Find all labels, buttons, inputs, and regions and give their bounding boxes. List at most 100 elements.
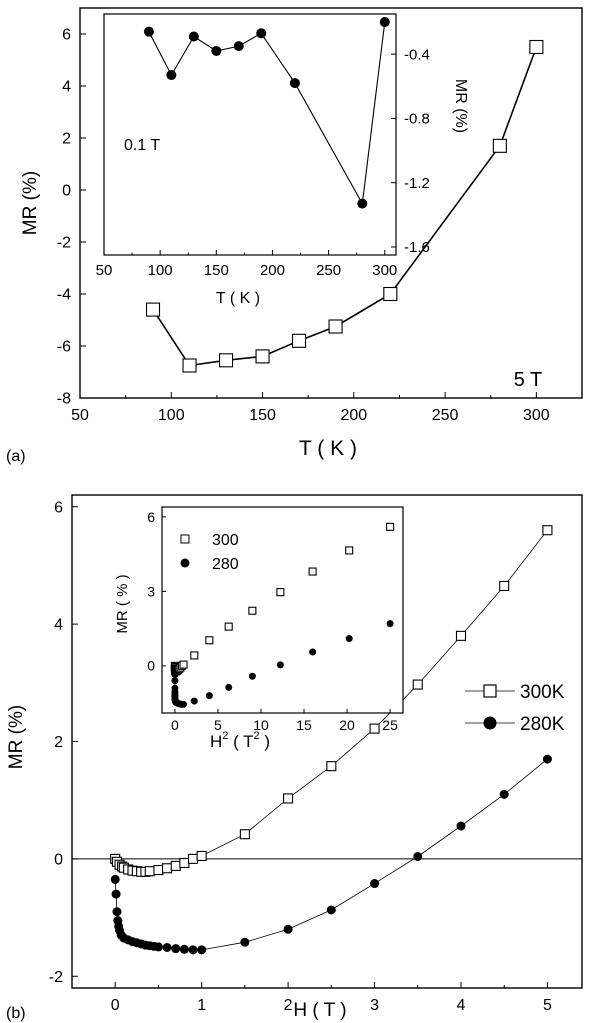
b-series-0-point-22 — [455, 630, 467, 641]
b-series-1-point-19 — [188, 945, 198, 955]
bi-series-0-point-23 — [345, 546, 354, 555]
bi-series-0-point-16 — [179, 660, 188, 669]
bi-ytick-label-2: 6 — [147, 509, 155, 525]
bi-series-1-point-0 — [171, 671, 179, 679]
a-ytick-label-6: 4 — [62, 79, 71, 96]
b-series-0-point-10 — [144, 866, 155, 877]
bi-series-0-point-22 — [308, 567, 317, 576]
bi-series-1-point-28 — [386, 620, 394, 628]
legend-label-280K: 280K — [520, 714, 565, 735]
a-ytick-label-3: -2 — [57, 235, 71, 252]
bi-series-1-point-24 — [248, 672, 256, 680]
panel-a-inset-xlabel: T ( K ) — [216, 290, 260, 307]
b-series-1-point-17 — [171, 944, 181, 954]
b-series-1-line — [114, 758, 548, 951]
a-series-0-point-4 — [292, 333, 307, 348]
b-ytick-label-1: 0 — [54, 851, 63, 868]
panel-a-inset-ylabel: MR (%) — [452, 79, 469, 133]
b-series-0-point-23 — [499, 580, 510, 592]
b-series-1-point-27 — [499, 789, 509, 799]
bi-series-1-point-22 — [205, 692, 213, 700]
bi-series-0-point-24 — [386, 522, 395, 531]
ai-xtick-label-4: 250 — [316, 262, 341, 279]
b-series-0-point-17 — [239, 829, 250, 840]
a-xtick-label-4: 250 — [432, 407, 459, 424]
panel-b-inset-ylabel: MR ( % ) — [114, 574, 131, 633]
b-series-0-point-12 — [162, 863, 173, 874]
a-ytick-label-0: -8 — [57, 391, 71, 408]
b-series-1-point-28 — [542, 754, 552, 764]
b-xtick-label-2: 2 — [284, 997, 293, 1014]
panel-a-inset-frame — [103, 13, 397, 256]
ai-ytick-label-0: -0.4 — [404, 46, 430, 63]
b-series-1-point-25 — [413, 852, 423, 862]
ai-series-0-point-6 — [289, 78, 300, 89]
bi-series-0-point-21 — [276, 588, 285, 597]
panel-a-ylabel: MR (%) — [20, 171, 41, 235]
panel-a-inset-field-label: 0.1 T — [124, 137, 160, 154]
panel-a-marks — [145, 39, 544, 373]
ai-series-0-point-1 — [166, 70, 177, 81]
panel-b: 0 1 2 3 4 5 -2 0 2 4 6 H ( T ) MR (%) (b) 300K 280… — [6, 494, 583, 1022]
panel-a-inset-axes: 50 100 150 200 250 300 -0.4 -0.8 -1.2 -1.6 — [96, 46, 430, 279]
b-series-1-point-21 — [240, 937, 250, 947]
b-ytick-label-0: -2 — [49, 969, 63, 986]
a-series-0-point-6 — [383, 286, 398, 302]
b-ytick-label-4: 6 — [54, 499, 63, 516]
ai-xtick-label-2: 150 — [204, 262, 229, 279]
b-series-1-point-20 — [197, 945, 207, 955]
ai-series-0-point-2 — [188, 31, 199, 42]
ai-series-0-point-8 — [379, 17, 390, 28]
bi-series-1-point-1 — [171, 677, 179, 685]
legend-label-300K: 300K — [520, 682, 565, 703]
a-series-0-point-7 — [492, 138, 507, 153]
panel-b-label: (b) — [6, 1005, 26, 1022]
a-xtick-label-0: 50 — [71, 407, 89, 424]
bi-xtick-label-1: 5 — [214, 717, 222, 733]
inset-legend-label-280: 280 — [212, 556, 239, 573]
b-series-1-point-23 — [326, 905, 336, 915]
b-series-0-point-21 — [412, 679, 423, 690]
panel-b-inset-legend: 300 280 — [180, 532, 239, 573]
b-xtick-label-1: 1 — [197, 997, 206, 1014]
a-ytick-label-1: -6 — [57, 339, 71, 356]
panel-b-xlabel: H ( T ) — [293, 1000, 346, 1021]
ai-series-0-point-7 — [357, 198, 368, 209]
bi-xtick-label-4: 20 — [339, 717, 355, 733]
bi-xtick-label-0: 0 — [171, 717, 179, 733]
panel-a-axes: 50 100 150 200 250 300 -8 -6 -4 -2 0 2 4 6 — [57, 27, 550, 424]
ai-series-0-point-5 — [256, 28, 267, 39]
a-ytick-label-2: -4 — [57, 287, 71, 304]
b-series-1-point-22 — [283, 924, 293, 934]
ai-xtick-label-1: 100 — [148, 262, 173, 279]
ai-ytick-label-3: -1.6 — [404, 239, 430, 256]
bi-ytick-label-1: 3 — [147, 583, 155, 599]
a-ytick-label-5: 2 — [62, 131, 71, 148]
a-ytick-label-4: 0 — [62, 183, 71, 200]
b-xtick-label-5: 5 — [543, 997, 552, 1014]
ai-ytick-label-2: -1.2 — [404, 175, 430, 192]
bi-series-1-point-23 — [225, 683, 233, 691]
a-xtick-label-5: 300 — [523, 407, 550, 424]
panel-a-inset-marks — [143, 17, 390, 209]
panel-b-inset-xlabel: H2 ( T2 ) — [210, 730, 270, 751]
bi-series-1-point-26 — [309, 648, 317, 656]
inset-legend-label-300: 300 — [212, 532, 239, 549]
b-series-0-point-20 — [369, 723, 380, 734]
b-series-0-point-11 — [153, 864, 164, 876]
panel-a: 50 100 150 200 250 300 -8 -6 -4 -2 0 2 4 6 T ( K ) MR… — [6, 7, 583, 465]
a-xtick-label-3: 200 — [340, 407, 367, 424]
bi-series-1-point-27 — [345, 635, 353, 643]
ai-ytick-label-1: -0.8 — [404, 111, 430, 128]
bi-xtick-label-5: 25 — [382, 717, 398, 733]
panel-b-inset-marks — [170, 522, 395, 708]
legend-marker-300K — [483, 684, 497, 698]
b-series-1-point-15 — [153, 942, 163, 952]
bi-series-0-point-17 — [190, 651, 199, 660]
b-series-0-point-24 — [542, 525, 553, 536]
bi-series-1-point-21 — [190, 697, 198, 705]
bi-series-0-point-18 — [205, 636, 214, 645]
a-series-0-point-8 — [529, 39, 544, 55]
a-series-0-point-2 — [218, 353, 234, 368]
